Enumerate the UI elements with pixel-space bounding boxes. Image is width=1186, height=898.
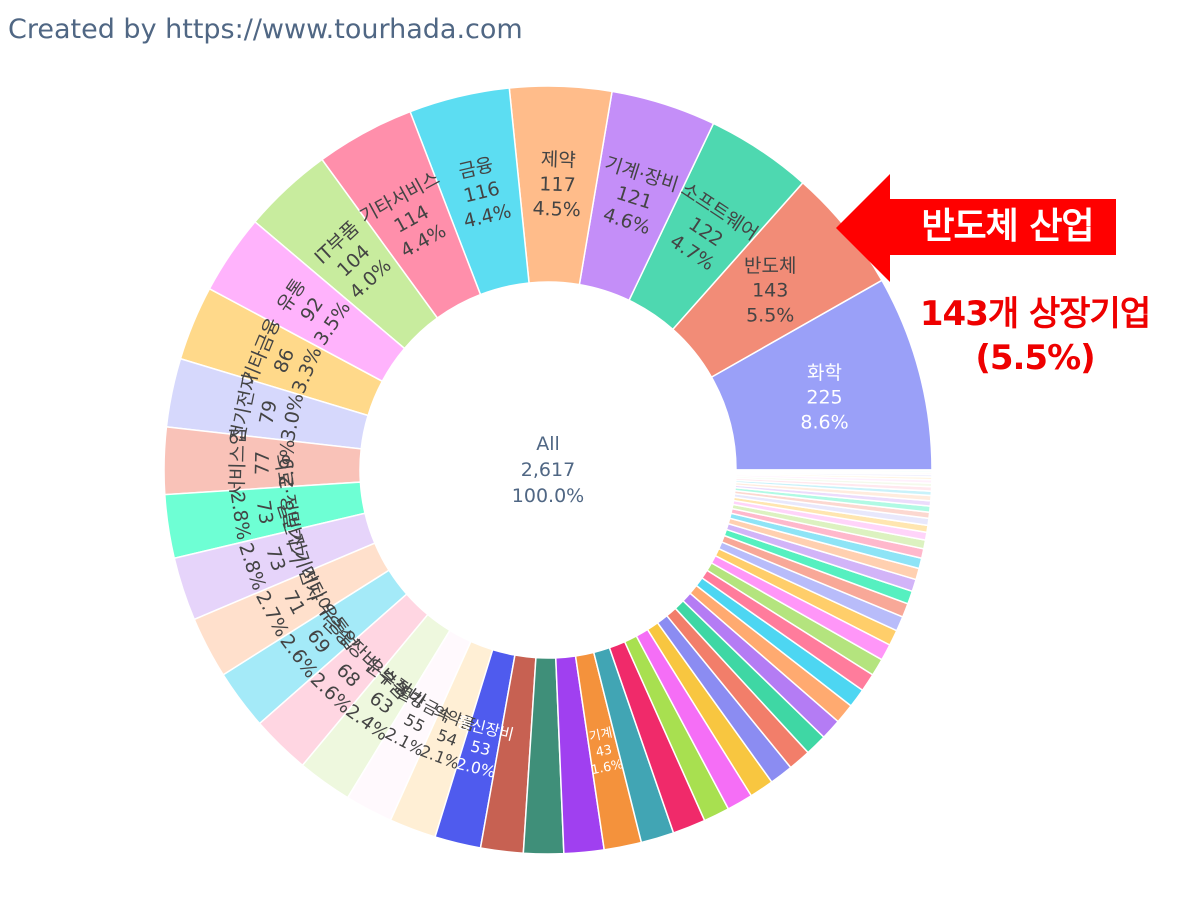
- slice-label-24-name: 기계: [588, 725, 614, 744]
- slice-label-0-name: 화학: [807, 362, 842, 384]
- slice-label-0-value: 225: [806, 387, 842, 409]
- slice-label-0-percent: 8.6%: [800, 411, 848, 433]
- slice-label-11-name: 서비스업: [226, 427, 250, 497]
- slice-label-10-value: 79: [255, 398, 281, 426]
- slice-label-24-value: 43: [594, 742, 613, 760]
- slice-label-11-percent: 2.9%: [276, 439, 299, 488]
- slice-label-1-name: 반도체: [744, 255, 796, 277]
- slice-label-4-value: 117: [539, 173, 576, 196]
- center-value: 2,617: [521, 459, 575, 481]
- slice-label-11-value: 77: [251, 451, 274, 476]
- sunburst-slices: [163, 85, 933, 855]
- callout-arrow-shape: [836, 174, 1116, 282]
- center-root[interactable]: All 2,617 100.0%: [360, 282, 736, 658]
- callout-note: 143개 상장기업 (5.5%): [890, 292, 1180, 380]
- slice-label-4-name: 제약: [540, 149, 576, 172]
- callout-note-line2: (5.5%): [975, 338, 1095, 378]
- slice-label-12-value: 73: [252, 499, 277, 526]
- callout-label: 반도체 산업: [921, 206, 1094, 247]
- slice-label-24-percent: 1.6%: [590, 756, 625, 777]
- callout-note-line1: 143개 상장기업: [919, 294, 1151, 334]
- center-percent: 100.0%: [512, 485, 584, 507]
- chart-credit: Created by https://www.tourhada.com: [8, 14, 523, 45]
- center-label: All: [536, 433, 560, 455]
- center-hole: [360, 282, 736, 658]
- slice-label-4-percent: 4.5%: [532, 198, 581, 222]
- slice-label-20-value: 53: [469, 736, 493, 759]
- slice-label-1-value: 143: [752, 280, 788, 302]
- slice-label-1-percent: 5.5%: [746, 304, 794, 326]
- slice-label-11: 서비스업 77 2.9%: [226, 427, 299, 497]
